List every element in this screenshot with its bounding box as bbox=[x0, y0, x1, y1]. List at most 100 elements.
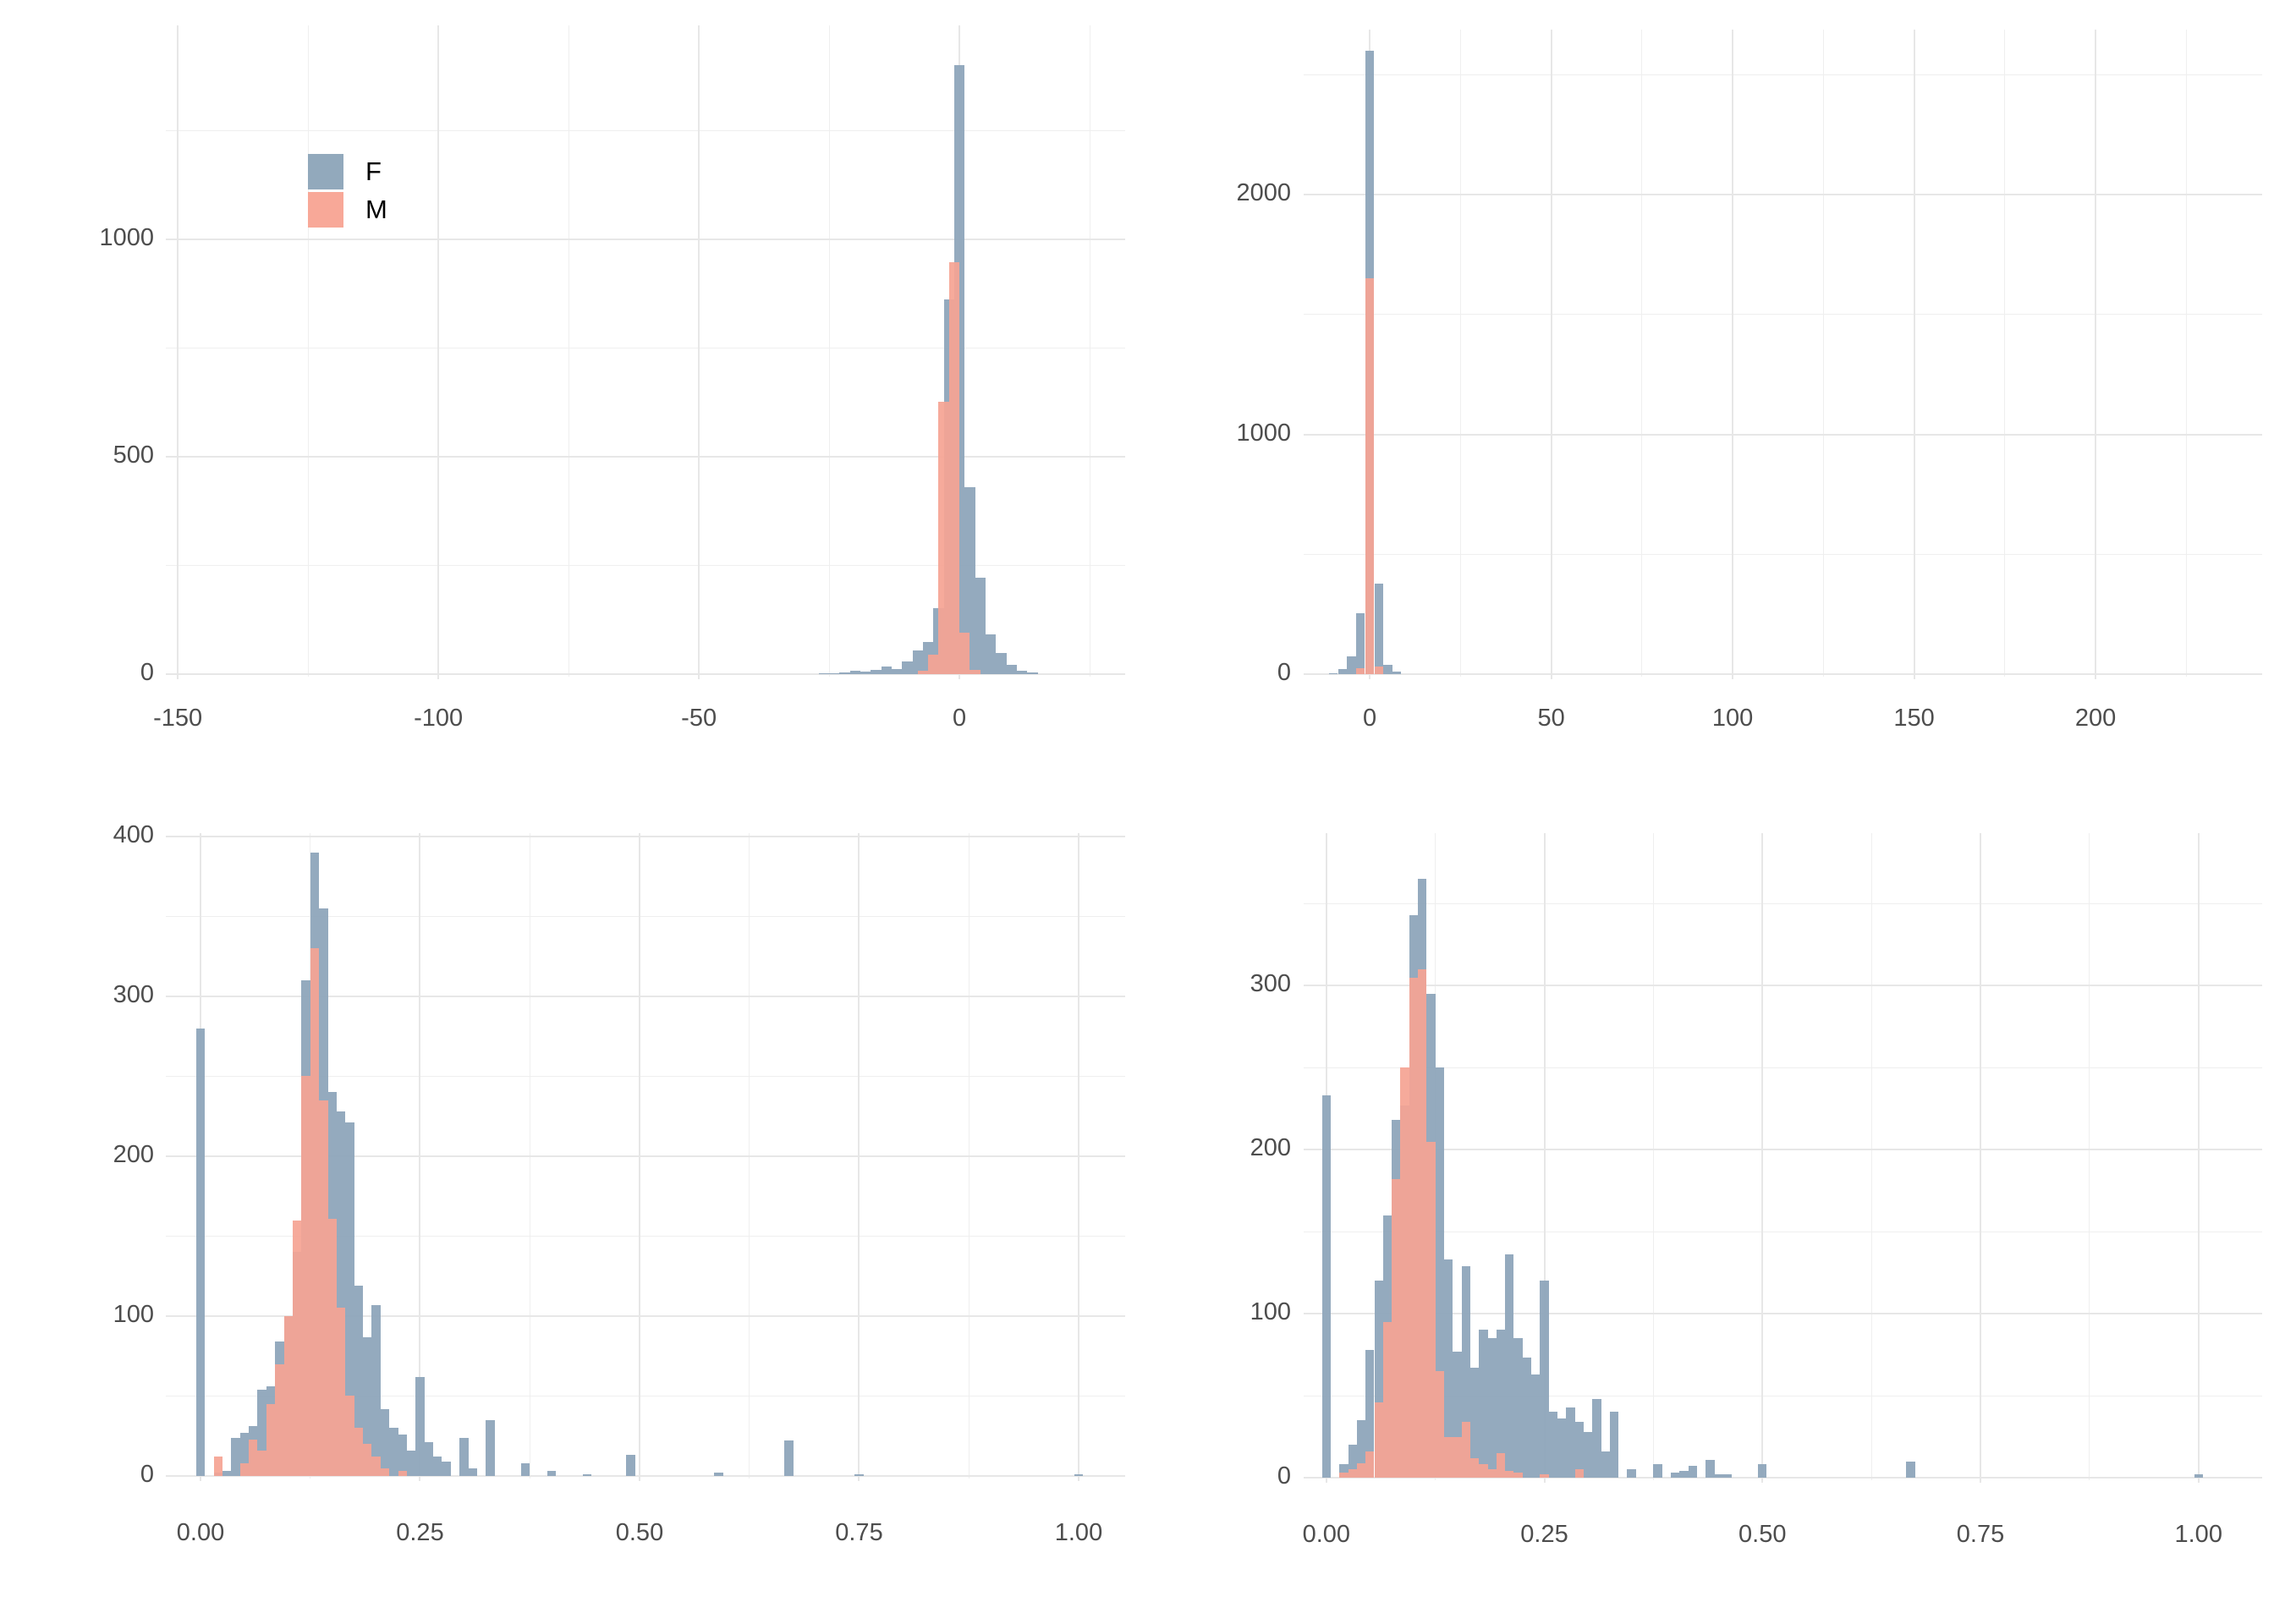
y-tick-label: 400 bbox=[113, 820, 154, 848]
histogram-bar-f bbox=[1583, 1431, 1593, 1478]
histogram-bar-m bbox=[1409, 977, 1419, 1478]
histogram-bar-m bbox=[917, 670, 929, 674]
gridline-y-major bbox=[166, 1314, 1125, 1317]
y-tick-label: 100 bbox=[113, 1300, 154, 1328]
y-tick-label: 300 bbox=[113, 980, 154, 1008]
gridline-x-minor bbox=[1652, 833, 1654, 1480]
histogram-bar-m bbox=[1426, 1141, 1436, 1478]
histogram-bar-f bbox=[1557, 1418, 1567, 1478]
histogram-bar-f bbox=[433, 1457, 442, 1476]
plot-area bbox=[0, 812, 1137, 1624]
histogram-bar-m bbox=[345, 1396, 354, 1476]
gridline-x-minor bbox=[307, 25, 309, 677]
y-tick-label: 200 bbox=[1250, 1134, 1291, 1162]
histogram-bar-m bbox=[959, 633, 970, 674]
gridline-y-major bbox=[1304, 985, 2262, 987]
gridline-y-major bbox=[1304, 1313, 2262, 1315]
gridline-y-major bbox=[166, 995, 1125, 997]
histogram-bar-f bbox=[996, 653, 1007, 674]
histogram-bar-f bbox=[1469, 1368, 1480, 1478]
histogram-bar-m bbox=[1540, 1474, 1549, 1478]
legend-item-m: M bbox=[308, 192, 387, 228]
x-tick-label: 1.00 bbox=[2174, 1521, 2222, 1548]
histogram-bar-f bbox=[1540, 1281, 1549, 1478]
histogram-bar-m bbox=[319, 1100, 328, 1476]
histogram-bar-f bbox=[1627, 1469, 1636, 1478]
histogram-bar-f bbox=[1016, 670, 1028, 674]
histogram-bar-f bbox=[371, 1304, 381, 1476]
histogram-bar-f bbox=[849, 670, 861, 674]
x-tick-label: 0.75 bbox=[835, 1519, 883, 1546]
gridline-y-minor bbox=[1304, 903, 2262, 904]
y-tick-label: 100 bbox=[1250, 1298, 1291, 1326]
x-tick-label: 150 bbox=[1893, 705, 1935, 732]
histogram-bar-f bbox=[398, 1434, 407, 1476]
x-tick-label: 200 bbox=[2074, 705, 2117, 732]
histogram-bar-m bbox=[275, 1363, 284, 1476]
histogram-bar-f bbox=[1487, 1338, 1497, 1478]
x-tick-label: -150 bbox=[153, 705, 203, 732]
histogram-bar-m bbox=[1339, 1473, 1348, 1478]
histogram-bar-f bbox=[459, 1437, 469, 1476]
gridline-x-minor bbox=[568, 25, 569, 677]
histogram-bar-f bbox=[354, 1286, 364, 1476]
histogram-bar-f bbox=[912, 650, 923, 674]
gridline-x-major bbox=[1077, 833, 1079, 1481]
histogram-bar-f bbox=[1592, 1398, 1601, 1478]
histogram-bar-f bbox=[1706, 1459, 1715, 1478]
x-tick-label: 0 bbox=[1363, 705, 1377, 732]
histogram-bar-f bbox=[860, 672, 871, 674]
histogram-bar-f bbox=[1348, 1445, 1357, 1478]
histogram-bar-m bbox=[1382, 1321, 1392, 1478]
histogram-bar-f bbox=[231, 1437, 240, 1476]
histogram-bar-f bbox=[1653, 1464, 1662, 1478]
histogram-bar-f bbox=[1461, 1265, 1470, 1478]
y-tick-label: 500 bbox=[113, 441, 154, 469]
histogram-bar-m bbox=[283, 1315, 293, 1476]
histogram-bar-f bbox=[1365, 1349, 1375, 1478]
panel-weight-gain: Frequency >= 5% Weight Gain 01002003000.… bbox=[1137, 812, 2274, 1624]
histogram-bar-m bbox=[969, 669, 980, 674]
histogram-bar-f bbox=[547, 1471, 557, 1476]
histogram-bar-m bbox=[1487, 1469, 1497, 1478]
gridline-y-major bbox=[1304, 1477, 2262, 1479]
histogram-bar-f bbox=[1374, 1281, 1383, 1478]
histogram-bar-f bbox=[1531, 1374, 1541, 1478]
plot-area bbox=[1137, 0, 2274, 812]
histogram-bar-m bbox=[1356, 1462, 1366, 1478]
histogram-bar-f bbox=[345, 1122, 354, 1476]
histogram-bar-f bbox=[1758, 1464, 1767, 1478]
histogram-bar-f bbox=[468, 1468, 477, 1476]
gridline-x-major bbox=[698, 25, 700, 679]
gridline-x-major bbox=[437, 25, 440, 679]
histogram-bar-f bbox=[380, 1408, 390, 1476]
x-tick-label: 50 bbox=[1537, 705, 1565, 732]
legend-swatch-f bbox=[308, 154, 343, 189]
histogram-bar-m bbox=[1348, 1469, 1357, 1478]
legend-label-m: M bbox=[365, 195, 387, 224]
x-tick-label: 0.00 bbox=[176, 1519, 225, 1546]
legend-swatch-m bbox=[308, 192, 343, 228]
gridline-y-minor bbox=[1304, 314, 2262, 315]
histogram-bar-f bbox=[1006, 664, 1017, 674]
histogram-bar-f bbox=[1356, 612, 1365, 674]
gridline-x-major bbox=[1913, 30, 1915, 679]
gridline-y-major bbox=[166, 835, 1125, 837]
histogram-bar-m bbox=[257, 1450, 266, 1476]
histogram-bar-m bbox=[1374, 667, 1383, 674]
gridline-y-minor bbox=[166, 915, 1125, 917]
histogram-bar-m bbox=[1574, 1469, 1584, 1478]
histogram-bar-f bbox=[1374, 583, 1383, 674]
gridline-y-minor bbox=[166, 129, 1125, 131]
histogram-bar-f bbox=[1453, 1351, 1462, 1478]
histogram-bar-m bbox=[1418, 968, 1427, 1478]
gridline-x-minor bbox=[2004, 30, 2006, 677]
gridline-y-major bbox=[166, 673, 1125, 675]
histogram-bar-f bbox=[818, 673, 830, 674]
histogram-bar-f bbox=[239, 1432, 250, 1476]
histogram-bar-m bbox=[938, 401, 949, 674]
histogram-bar-f bbox=[195, 1028, 206, 1476]
gridline-y-minor bbox=[166, 1235, 1125, 1237]
histogram-bar-f bbox=[1074, 1474, 1084, 1476]
x-tick-label: 0.75 bbox=[1956, 1521, 2005, 1548]
